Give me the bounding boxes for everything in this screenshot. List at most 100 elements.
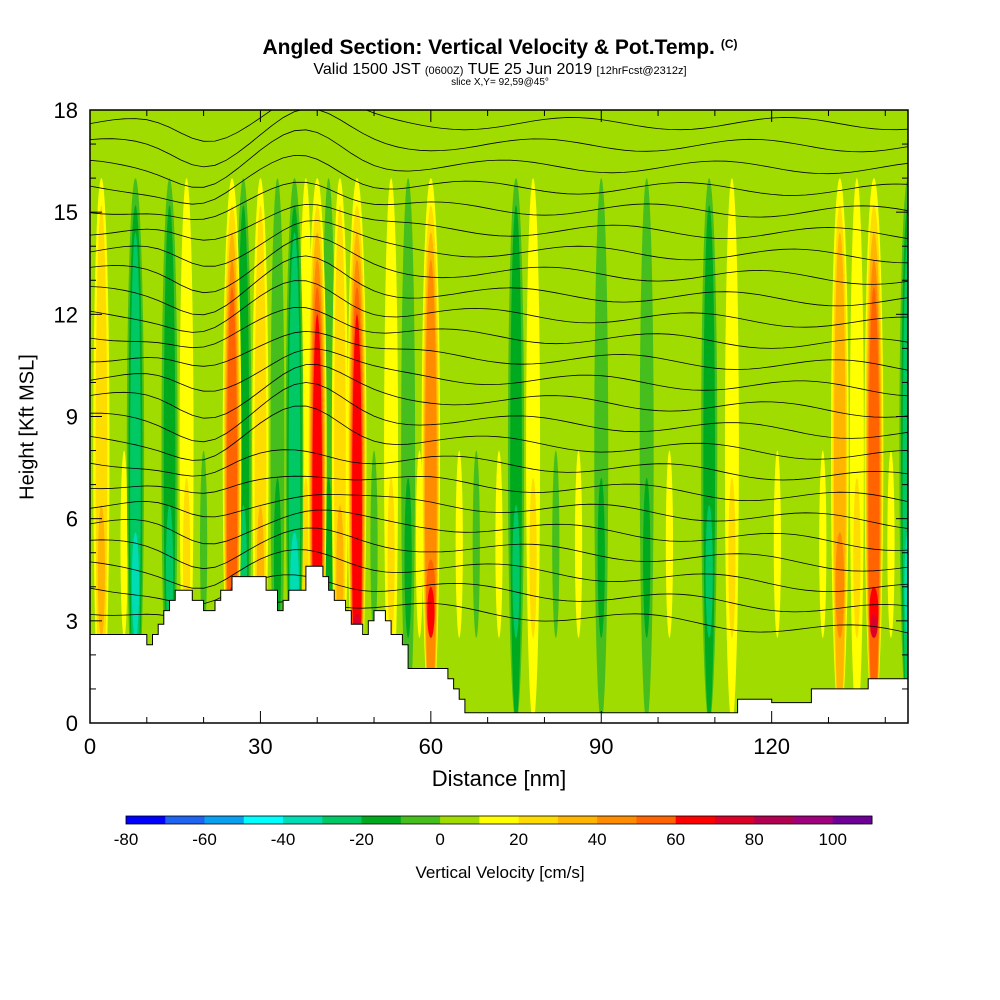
velocity-column bbox=[639, 178, 654, 723]
velocity-column bbox=[427, 586, 435, 638]
velocity-column bbox=[574, 450, 583, 638]
velocity-column bbox=[853, 477, 861, 638]
colorbar-tick-label: 40 bbox=[588, 830, 607, 849]
velocity-column bbox=[594, 178, 609, 723]
velocity-column bbox=[97, 505, 105, 638]
theta-contour bbox=[90, 382, 908, 443]
theta-contour bbox=[90, 154, 908, 205]
colorbar-swatch bbox=[243, 816, 284, 824]
colorbar-tick-label: -80 bbox=[114, 830, 139, 849]
colorbar-tick-label: -40 bbox=[271, 830, 296, 849]
colorbar-swatch bbox=[400, 816, 441, 824]
theta-contour bbox=[90, 203, 908, 241]
theta-contour bbox=[90, 475, 908, 502]
colorbar-swatch bbox=[754, 816, 794, 824]
y-axis-label: Height [Kft MSL] bbox=[16, 354, 39, 500]
velocity-column bbox=[613, 178, 635, 723]
colorbar-tick-label: 80 bbox=[745, 830, 764, 849]
velocity-column bbox=[404, 477, 412, 638]
theta-contour bbox=[90, 181, 908, 220]
theta-contour bbox=[90, 449, 908, 481]
colorbar-tick-label: -60 bbox=[192, 830, 217, 849]
theta-contour bbox=[90, 280, 908, 333]
velocity-column bbox=[789, 178, 811, 723]
colorbar-swatch bbox=[204, 816, 245, 824]
theta-contour bbox=[90, 330, 908, 371]
colorbar-label: Vertical Velocity [cm/s] bbox=[415, 863, 585, 882]
colorbar-tick-label: -20 bbox=[349, 830, 374, 849]
colorbar-swatch bbox=[597, 816, 637, 824]
colorbar-tick-label: 100 bbox=[819, 830, 847, 849]
velocity-column bbox=[512, 505, 520, 638]
theta-contour bbox=[90, 509, 908, 551]
colorbar-swatch bbox=[518, 816, 559, 824]
theta-contour bbox=[90, 364, 908, 419]
colorbar-swatch bbox=[283, 816, 323, 824]
velocity-column bbox=[835, 532, 845, 638]
velocity-column bbox=[200, 450, 208, 638]
terrain bbox=[90, 565, 908, 723]
colorbar-swatch bbox=[636, 816, 677, 824]
velocity-column bbox=[495, 450, 503, 638]
theta-contour bbox=[90, 129, 908, 188]
y-tick-label: 6 bbox=[66, 507, 78, 532]
theta-contour bbox=[90, 493, 908, 529]
velocity-column bbox=[401, 178, 416, 723]
velocity-column bbox=[773, 450, 781, 638]
velocity-column bbox=[510, 205, 522, 723]
colorbar-swatch bbox=[714, 816, 755, 824]
x-tick-label: 120 bbox=[753, 734, 790, 759]
y-tick-label: 9 bbox=[66, 405, 78, 430]
theta-contour bbox=[90, 306, 908, 349]
colorbar-swatch bbox=[832, 816, 873, 824]
velocity-column bbox=[870, 614, 878, 638]
colorbar-swatch bbox=[440, 816, 480, 824]
theta-contour bbox=[90, 549, 908, 593]
velocity-column bbox=[415, 450, 424, 638]
velocity-column bbox=[529, 477, 537, 638]
colorbar-tick-label: 60 bbox=[666, 830, 685, 849]
velocity-column bbox=[472, 450, 480, 638]
velocity-column bbox=[120, 450, 128, 638]
slice-info: slice X,Y= 92,59@45° bbox=[451, 77, 549, 88]
velocity-column bbox=[868, 287, 880, 723]
velocity-column bbox=[724, 178, 739, 723]
colorbar-tick-label: 0 bbox=[435, 830, 444, 849]
x-tick-label: 60 bbox=[419, 734, 443, 759]
velocity-column bbox=[142, 178, 163, 723]
theta-contour bbox=[90, 236, 908, 294]
theta-contour bbox=[90, 220, 908, 267]
colorbar-swatch bbox=[361, 816, 402, 824]
plot-area bbox=[90, 110, 908, 723]
velocity-column bbox=[681, 178, 703, 723]
velocity-column bbox=[705, 505, 713, 638]
colorbar-swatch bbox=[322, 816, 363, 824]
velocity-column bbox=[597, 477, 605, 638]
colorbar-swatch bbox=[675, 816, 716, 824]
x-axis-label: Distance [nm] bbox=[431, 766, 567, 791]
velocity-column bbox=[904, 532, 908, 638]
velocity-column bbox=[387, 477, 395, 638]
velocity-column bbox=[665, 450, 674, 638]
colorbar-frame bbox=[125, 815, 873, 825]
velocity-column bbox=[728, 477, 736, 638]
velocity-column bbox=[526, 178, 541, 723]
colorbar-swatch bbox=[126, 816, 166, 824]
theta-contour bbox=[90, 255, 908, 316]
velocity-column bbox=[384, 178, 399, 723]
velocity-column bbox=[849, 178, 864, 723]
colorbar-swatch bbox=[165, 816, 206, 824]
velocity-column bbox=[179, 178, 194, 723]
chart-subtitle: Valid 1500 JST (0600Z) TUE 25 Jun 2019 [… bbox=[313, 61, 687, 78]
theta-contour bbox=[90, 527, 908, 572]
velocity-column bbox=[703, 205, 716, 723]
velocity-column bbox=[887, 450, 895, 638]
theta-contour bbox=[90, 348, 908, 397]
colorbar-swatch bbox=[557, 816, 598, 824]
y-tick-label: 12 bbox=[54, 302, 78, 327]
y-tick-label: 18 bbox=[54, 98, 78, 123]
velocity-column bbox=[552, 450, 560, 638]
chart-title: Angled Section: Vertical Velocity & Pot.… bbox=[262, 36, 738, 59]
colorbar-swatch bbox=[793, 816, 834, 824]
